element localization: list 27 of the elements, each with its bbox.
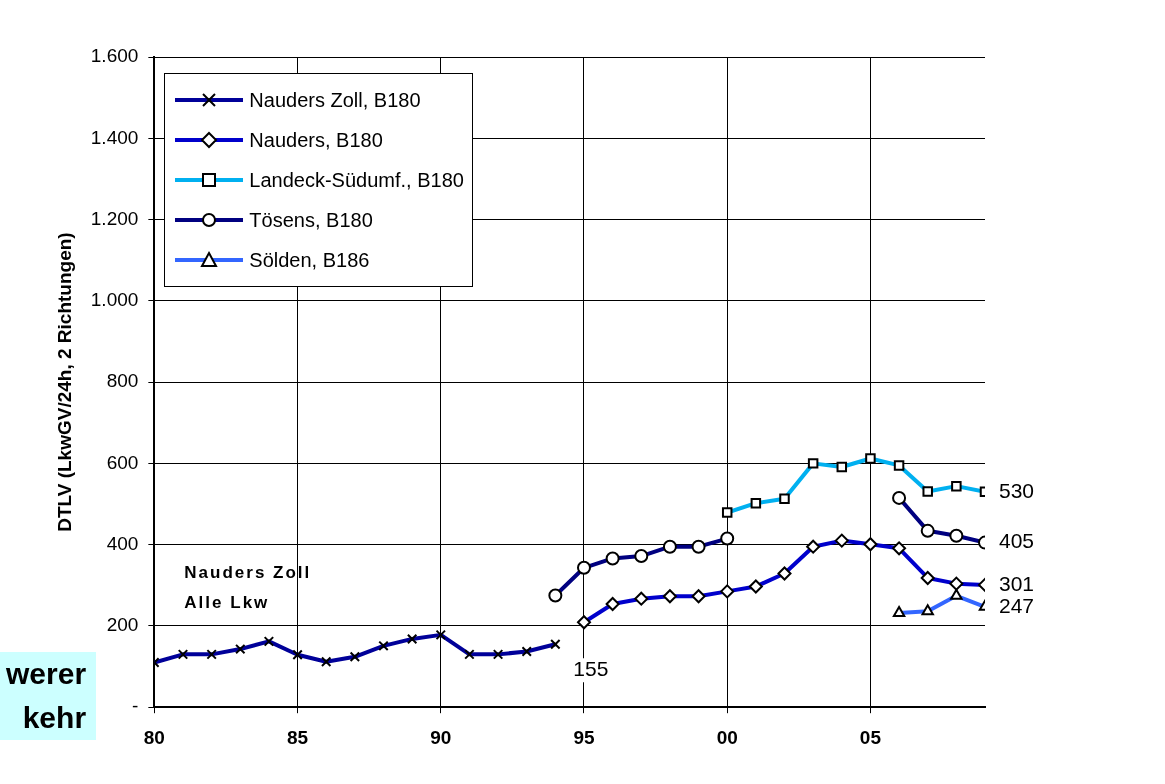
data-label: 301 (999, 571, 1035, 595)
x-tick-label: 85 (286, 726, 309, 748)
y-tick-label: 1.400 (90, 126, 139, 148)
text: werer kehr (0, 652, 97, 741)
x-tick-label: 95 (573, 726, 595, 748)
legend-label: Tösens, B180 (249, 208, 373, 232)
data-label: 405 (999, 529, 1035, 553)
x-tick-label: 90 (430, 726, 452, 748)
y-tick-label: 1.000 (90, 289, 139, 311)
x-tick-label: 05 (859, 726, 882, 748)
x-tick-label: 00 (716, 726, 738, 748)
legend-label: Sölden, B186 (249, 248, 370, 272)
y-tick-label: 1.200 (90, 207, 139, 229)
y-tick-label: 200 (106, 614, 139, 636)
y-tick-label: - (132, 695, 139, 717)
legend-label: Landeck-Südumf., B180 (249, 168, 464, 192)
y-axis-title: DTLV (LkwGV/24h, 2 Richtungen) (53, 232, 75, 532)
legend-label: Nauders, B180 (249, 128, 383, 152)
y-tick-label: 1.600 (90, 45, 139, 67)
legend-label: Nauders Zoll, B180 (249, 88, 421, 112)
y-tick-label: 400 (106, 532, 139, 554)
data-label: 530 (999, 478, 1035, 502)
data-label: 155 (573, 657, 609, 681)
y-tick-label: 600 (106, 451, 139, 473)
y-tick-label: 800 (106, 370, 139, 392)
x-tick-label: 80 (143, 726, 165, 748)
data-label: 247 (999, 593, 1035, 617)
